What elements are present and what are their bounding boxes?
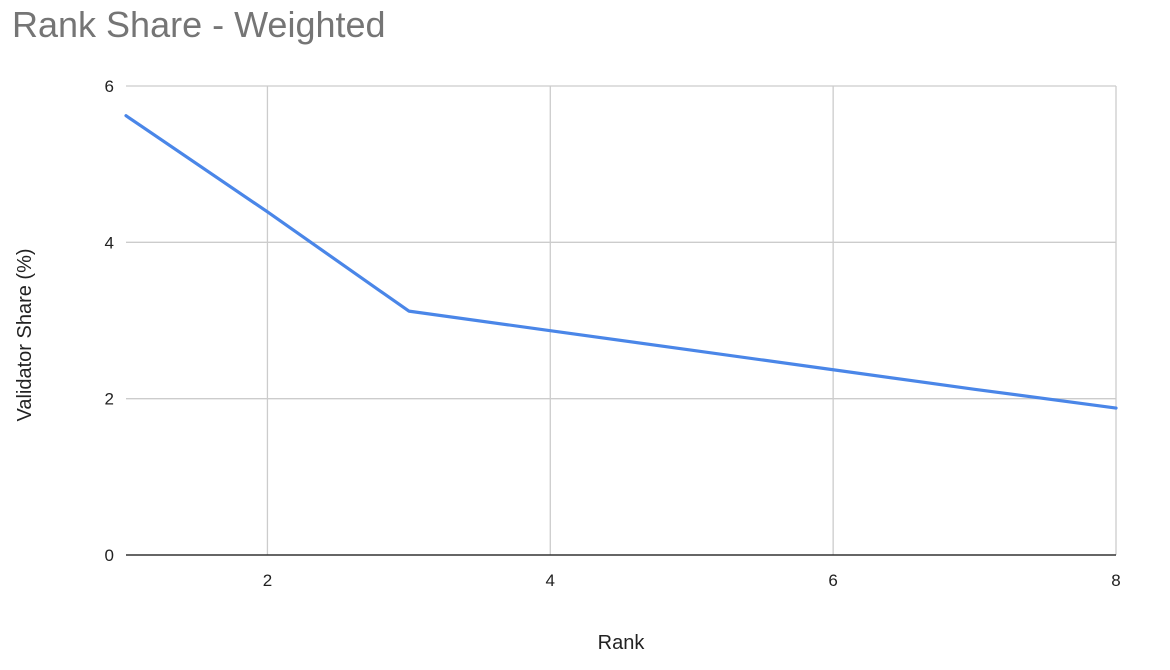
y-tick-label: 2 (105, 390, 114, 409)
x-tick-label: 2 (263, 571, 272, 590)
x-tick-label: 8 (1111, 571, 1120, 590)
x-tick-label: 4 (546, 571, 555, 590)
x-tick-label: 6 (828, 571, 837, 590)
y-tick-label: 0 (105, 546, 114, 565)
y-tick-label: 6 (105, 77, 114, 96)
x-axis-label: Rank (598, 632, 646, 654)
series-lines (124, 114, 1118, 410)
y-axis-label: Validator Share (%) (14, 248, 36, 421)
gridlines (126, 85, 1117, 555)
tick-labels: 0 2 4 6 2 4 6 8 (105, 77, 1121, 590)
y-tick-label: 4 (105, 233, 114, 252)
series-line-0 (124, 114, 1118, 410)
chart-title: Rank Share - Weighted (12, 4, 386, 45)
